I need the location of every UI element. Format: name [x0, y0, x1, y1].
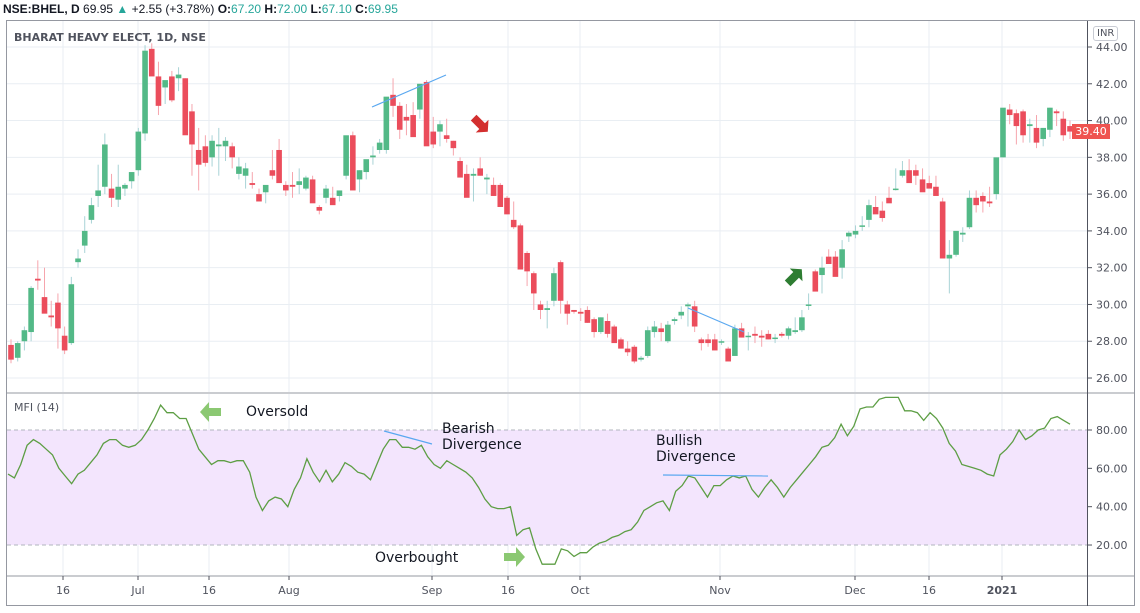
- svg-text:16: 16: [922, 584, 936, 597]
- oversold-arrow-icon: [200, 402, 221, 422]
- mfi-divergence-line-bullish: [662, 474, 769, 477]
- bullish-divergence-label: Bullish Divergence: [656, 433, 736, 465]
- mfi-line: [7, 396, 1071, 565]
- high-value: 72.00: [277, 2, 308, 16]
- bullish-label-line1: Bullish: [656, 433, 703, 449]
- close-value: 69.95: [367, 2, 398, 16]
- bearish-arrow-icon: [470, 114, 489, 133]
- svg-text:60.00: 60.00: [1096, 462, 1128, 475]
- mfi-band: [7, 430, 1087, 545]
- mfi-divergence-line-bearish: [383, 430, 433, 445]
- open-label: O:: [217, 2, 232, 16]
- svg-text:44.00: 44.00: [1096, 41, 1128, 54]
- symbol-header: NSE:BHEL, D 69.95 ▲ +2.55 (+3.78%) O:67.…: [3, 2, 398, 16]
- bearish-label-line1: Bearish: [442, 421, 495, 437]
- price-change: +2.55 (+3.78%): [131, 2, 215, 16]
- svg-text:32.00: 32.00: [1096, 262, 1128, 275]
- open-value: 67.20: [231, 2, 262, 16]
- time-axis[interactable]: 16 Jul 16 Aug Sep 16 Oct Nov Dec 16 2021: [56, 576, 1017, 597]
- price-divergence-line-bearish: [371, 74, 447, 108]
- low-value: 67.10: [321, 2, 352, 16]
- svg-text:36.00: 36.00: [1096, 188, 1128, 201]
- svg-text:40.00: 40.00: [1096, 501, 1128, 514]
- bearish-label-line2: Divergence: [442, 437, 522, 453]
- svg-text:2021: 2021: [987, 584, 1018, 597]
- svg-text:16: 16: [501, 584, 515, 597]
- high-label: H:: [264, 2, 278, 16]
- up-triangle-icon: ▲: [116, 2, 129, 16]
- symbol-label: NSE:BHEL, D: [3, 2, 80, 16]
- currency-badge[interactable]: INR: [1093, 26, 1119, 41]
- mfi-pane-title: MFI (14): [14, 401, 60, 414]
- grid-lines: [7, 21, 1087, 575]
- svg-text:80.00: 80.00: [1096, 424, 1128, 437]
- svg-text:34.00: 34.00: [1096, 225, 1128, 238]
- svg-text:26.00: 26.00: [1096, 372, 1128, 385]
- svg-text:16: 16: [202, 584, 216, 597]
- svg-text:Dec: Dec: [844, 584, 865, 597]
- bullish-arrow-icon: [784, 268, 803, 287]
- svg-text:16: 16: [56, 584, 70, 597]
- bullish-label-line2: Divergence: [656, 449, 736, 465]
- svg-text:Nov: Nov: [709, 584, 731, 597]
- oversold-label: Oversold: [246, 404, 309, 420]
- svg-text:28.00: 28.00: [1096, 335, 1128, 348]
- bearish-divergence-label: Bearish Divergence: [442, 421, 522, 453]
- last-price: 69.95: [83, 2, 114, 16]
- svg-text:38.00: 38.00: [1096, 151, 1128, 164]
- svg-text:42.00: 42.00: [1096, 78, 1128, 91]
- close-label: C:: [355, 2, 368, 16]
- svg-text:30.00: 30.00: [1096, 298, 1128, 311]
- price-divergence-line-bullish: [687, 307, 745, 333]
- overbought-arrow-icon: [504, 547, 525, 567]
- svg-text:Jul: Jul: [130, 584, 144, 597]
- last-price-tag: 39.40: [1072, 124, 1110, 139]
- price-scale[interactable]: 44.0042.0040.0038.0036.0034.0032.0030.00…: [1088, 41, 1128, 385]
- low-label: L:: [310, 2, 322, 16]
- main-pane-title: BHARAT HEAVY ELECT, 1D, NSE: [14, 31, 206, 44]
- mfi-scale[interactable]: 80.00 60.00 40.00 20.00: [1088, 424, 1128, 552]
- svg-text:20.00: 20.00: [1096, 539, 1128, 552]
- svg-text:Sep: Sep: [422, 584, 443, 597]
- svg-text:Aug: Aug: [278, 584, 299, 597]
- candlestick-series: [8, 43, 1073, 364]
- svg-text:Oct: Oct: [570, 584, 590, 597]
- overbought-label: Overbought: [375, 550, 459, 566]
- chart-frame[interactable]: [6, 20, 1135, 606]
